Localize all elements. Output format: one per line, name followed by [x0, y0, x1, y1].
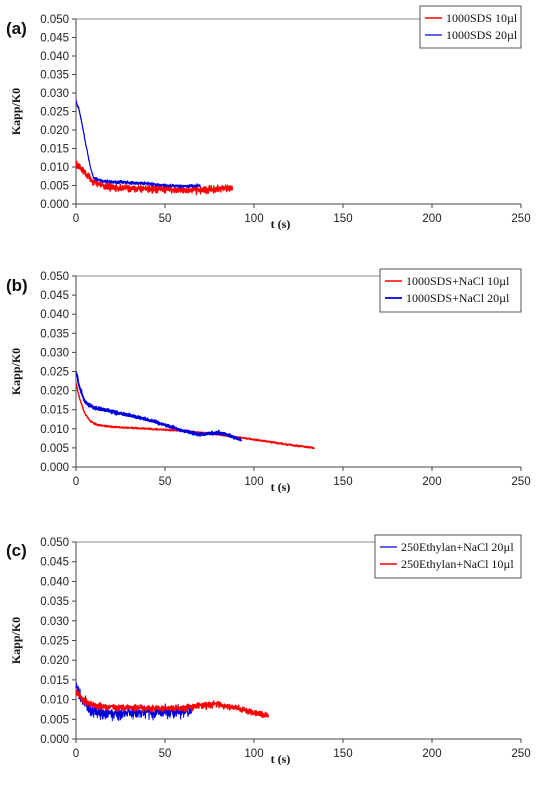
y-tick-label: 0.045 — [40, 290, 69, 302]
chart-panel-3: (c) 0.000 0.005 0.010 0.015 0.020 0.025 0.030 0.… — [6, 534, 531, 766]
series-line-2 — [76, 100, 201, 189]
y-tick-label: 0.030 — [40, 88, 69, 100]
x-tick-label: 150 — [333, 748, 352, 760]
x-tick-label: 150 — [333, 213, 352, 225]
chart-panel-2: (b) 0.000 0.005 0.010 0.015 0.020 0.025 0.030 0.… — [6, 268, 531, 494]
y-tick-label: 0.035 — [40, 596, 69, 608]
legend-entry: 1000SDS 10µl — [446, 11, 518, 25]
legend: 250Ethylan+NaCl 20µl 250Ethylan+NaCl 10µl — [374, 534, 522, 579]
series-line-1 — [76, 682, 193, 722]
legend-box — [379, 268, 522, 313]
y-tick-label: 0.045 — [40, 557, 69, 569]
legend-entry: 250Ethylan+NaCl 20µl — [401, 540, 514, 554]
x-tick-label: 50 — [159, 476, 172, 488]
legend: 1000SDS 10µl 1000SDS 20µl — [419, 5, 522, 49]
x-tick-label: 100 — [244, 476, 263, 488]
y-axis-title: Kapp/K0 — [9, 88, 23, 135]
legend-entry: 250Ethylan+NaCl 10µl — [401, 557, 514, 571]
x-tick-label: 0 — [73, 748, 79, 760]
legend-box — [374, 534, 522, 579]
x-axis-title: t (s) — [271, 480, 291, 494]
y-tick-label: 0.010 — [40, 424, 69, 436]
x-tick-label: 150 — [333, 476, 352, 488]
y-tick-label: 0.000 — [40, 199, 69, 211]
y-tick-label: 0.050 — [40, 271, 69, 283]
x-axis-title: t (s) — [271, 217, 291, 231]
y-tick-label: 0.010 — [40, 162, 69, 174]
x-axis-title: t (s) — [271, 752, 291, 766]
y-tick-label: 0.015 — [40, 144, 69, 156]
x-tick-label: 100 — [244, 213, 263, 225]
x-tick-label: 250 — [511, 213, 530, 225]
series-line-1 — [76, 160, 234, 196]
y-tick-label: 0.005 — [40, 443, 69, 455]
x-tick-label: 100 — [244, 748, 263, 760]
series-line-2 — [76, 689, 269, 719]
legend-entry: 1000SDS 20µl — [446, 28, 518, 42]
series-line-2 — [76, 371, 243, 442]
x-tick-label: 200 — [422, 476, 441, 488]
x-tick-label: 0 — [73, 213, 79, 225]
x-tick-label: 250 — [511, 748, 530, 760]
panel-label: (c) — [6, 541, 27, 560]
panel-label: (a) — [6, 19, 27, 38]
y-tick-label: 0.050 — [40, 14, 69, 26]
y-tick-label: 0.035 — [40, 70, 69, 82]
chart-panel-1: (a) 0.000 0.005 0.010 0.015 0.020 0.025 0.030 0.… — [6, 5, 531, 231]
y-tick-label: 0.005 — [40, 714, 69, 726]
y-tick-label: 0.040 — [40, 51, 69, 63]
panel-label: (b) — [6, 276, 28, 295]
y-tick-label: 0.015 — [40, 405, 69, 417]
y-tick-label: 0.040 — [40, 309, 69, 321]
y-tick-label: 0.000 — [40, 462, 69, 474]
y-tick-label: 0.020 — [40, 655, 69, 667]
y-tick-label: 0.050 — [40, 537, 69, 549]
y-tick-label: 0.005 — [40, 181, 69, 193]
y-tick-label: 0.035 — [40, 328, 69, 340]
y-tick-label: 0.010 — [40, 695, 69, 707]
legend-entry: 1000SDS+NaCl 20µl — [406, 291, 510, 305]
x-tick-label: 200 — [422, 213, 441, 225]
legend-entry: 1000SDS+NaCl 10µl — [406, 274, 510, 288]
y-tick-label: 0.025 — [40, 636, 69, 648]
x-tick-label: 0 — [73, 476, 79, 488]
y-tick-label: 0.015 — [40, 675, 69, 687]
y-tick-label: 0.025 — [40, 107, 69, 119]
x-tick-label: 200 — [422, 748, 441, 760]
y-axis-title: Kapp/K0 — [9, 348, 23, 395]
y-tick-label: 0.045 — [40, 33, 69, 45]
x-tick-label: 50 — [159, 213, 172, 225]
y-axis-title: Kapp/K0 — [9, 617, 23, 664]
legend-box — [419, 5, 522, 49]
legend: 1000SDS+NaCl 10µl 1000SDS+NaCl 20µl — [379, 268, 522, 313]
x-tick-label: 250 — [511, 476, 530, 488]
y-tick-label: 0.030 — [40, 347, 69, 359]
y-tick-label: 0.020 — [40, 125, 69, 137]
y-tick-label: 0.000 — [40, 734, 69, 746]
y-tick-label: 0.020 — [40, 386, 69, 398]
y-tick-label: 0.040 — [40, 576, 69, 588]
y-tick-label: 0.030 — [40, 616, 69, 628]
x-tick-label: 50 — [159, 748, 172, 760]
y-tick-label: 0.025 — [40, 367, 69, 379]
series-line-1 — [76, 382, 316, 450]
